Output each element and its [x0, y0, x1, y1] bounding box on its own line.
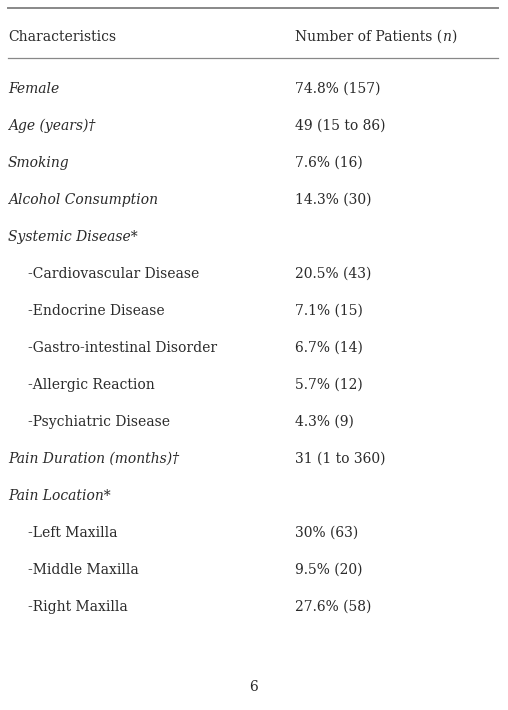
Text: -Allergic Reaction: -Allergic Reaction: [28, 378, 155, 392]
Text: Number of Patients (: Number of Patients (: [295, 30, 442, 44]
Text: Female: Female: [8, 82, 59, 96]
Text: 30% (63): 30% (63): [295, 526, 358, 540]
Text: -Middle Maxilla: -Middle Maxilla: [28, 563, 139, 577]
Text: 14.3% (30): 14.3% (30): [295, 193, 371, 207]
Text: 5.7% (12): 5.7% (12): [295, 378, 363, 392]
Text: -Right Maxilla: -Right Maxilla: [28, 600, 128, 614]
Text: 31 (1 to 360): 31 (1 to 360): [295, 452, 386, 466]
Text: Alcohol Consumption: Alcohol Consumption: [8, 193, 158, 207]
Text: 7.6% (16): 7.6% (16): [295, 156, 363, 170]
Text: Pain Location*: Pain Location*: [8, 489, 111, 503]
Text: Characteristics: Characteristics: [8, 30, 116, 44]
Text: Pain Duration (months)†: Pain Duration (months)†: [8, 452, 179, 466]
Text: Smoking: Smoking: [8, 156, 70, 170]
Text: 6: 6: [249, 680, 259, 694]
Text: n: n: [442, 30, 451, 44]
Text: 4.3% (9): 4.3% (9): [295, 415, 354, 429]
Text: ): ): [451, 30, 456, 44]
Text: -Left Maxilla: -Left Maxilla: [28, 526, 117, 540]
Text: -Endocrine Disease: -Endocrine Disease: [28, 304, 165, 318]
Text: 20.5% (43): 20.5% (43): [295, 267, 371, 281]
Text: -Psychiatric Disease: -Psychiatric Disease: [28, 415, 170, 429]
Text: 7.1% (15): 7.1% (15): [295, 304, 363, 318]
Text: 6.7% (14): 6.7% (14): [295, 341, 363, 355]
Text: -Cardiovascular Disease: -Cardiovascular Disease: [28, 267, 199, 281]
Text: 74.8% (157): 74.8% (157): [295, 82, 380, 96]
Text: Systemic Disease*: Systemic Disease*: [8, 230, 138, 244]
Text: Age (years)†: Age (years)†: [8, 119, 96, 133]
Text: -Gastro-intestinal Disorder: -Gastro-intestinal Disorder: [28, 341, 217, 355]
Text: 9.5% (20): 9.5% (20): [295, 563, 363, 577]
Text: 49 (15 to 86): 49 (15 to 86): [295, 119, 386, 133]
Text: 27.6% (58): 27.6% (58): [295, 600, 371, 614]
